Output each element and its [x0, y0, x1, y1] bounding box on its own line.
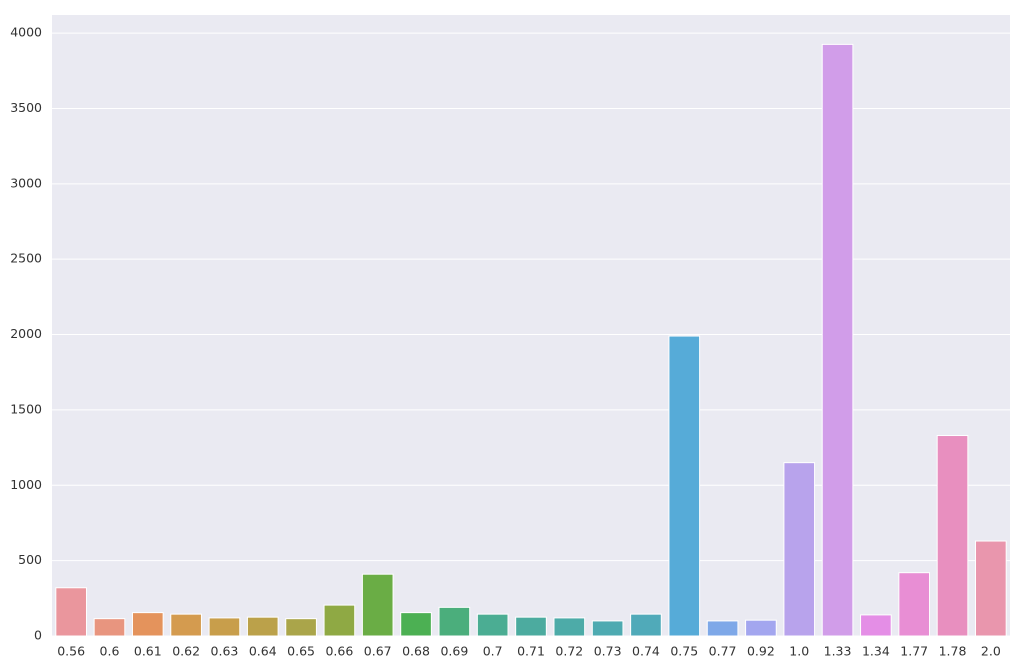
bar — [553, 617, 586, 637]
x-tick-label: 0.6 — [100, 644, 120, 659]
bar — [898, 572, 931, 637]
x-tick-label: 0.64 — [249, 644, 277, 659]
x-tick-label: 1.78 — [939, 644, 967, 659]
bar — [745, 619, 777, 637]
bar — [438, 606, 471, 637]
bar — [55, 587, 87, 637]
bar — [668, 335, 701, 637]
y-tick-label: 2000 — [10, 326, 42, 341]
x-tick-label: 0.66 — [325, 644, 353, 659]
y-tick-label: 3000 — [10, 175, 42, 190]
bar — [783, 462, 816, 637]
y-tick-label: 3500 — [10, 100, 42, 115]
x-tick-label: 0.65 — [287, 644, 315, 659]
x-tick-label: 0.61 — [134, 644, 162, 659]
x-tick-label: 0.56 — [57, 644, 85, 659]
y-tick-label: 1500 — [10, 401, 42, 416]
x-tick-label: 1.33 — [824, 644, 852, 659]
x-tick-label: 2.0 — [981, 644, 1001, 659]
x-tick-label: 0.75 — [670, 644, 698, 659]
bar — [706, 620, 739, 637]
x-tick-label: 0.74 — [632, 644, 660, 659]
y-tick-label: 0 — [34, 628, 42, 643]
bar — [400, 612, 432, 637]
x-tick-label: 0.72 — [555, 644, 583, 659]
x-tick-label: 0.68 — [402, 644, 430, 659]
x-tick-label: 1.77 — [900, 644, 928, 659]
y-tick-label: 500 — [18, 552, 42, 567]
x-tick-label: 1.0 — [789, 644, 809, 659]
x-tick-label: 0.71 — [517, 644, 545, 659]
bar — [361, 573, 394, 637]
bar — [246, 616, 279, 637]
bar — [208, 617, 241, 637]
bar — [860, 614, 892, 637]
x-tick-label: 0.63 — [211, 644, 239, 659]
y-tick-label: 1000 — [10, 477, 42, 492]
x-tick-label: 1.34 — [862, 644, 890, 659]
y-tick-label: 4000 — [10, 25, 42, 40]
bar — [170, 613, 202, 637]
bar — [936, 435, 969, 637]
bar — [630, 613, 662, 637]
bar — [323, 604, 356, 637]
x-tick-label: 0.7 — [483, 644, 503, 659]
x-tick-label: 0.67 — [364, 644, 392, 659]
bar — [821, 43, 854, 637]
bar — [285, 618, 317, 637]
x-tick-label: 0.77 — [709, 644, 737, 659]
bar — [515, 616, 547, 637]
bar — [476, 613, 509, 637]
bar — [131, 612, 164, 637]
y-tick-label: 2500 — [10, 251, 42, 266]
bar — [591, 620, 624, 637]
bar — [93, 618, 126, 637]
x-tick-label: 0.62 — [172, 644, 200, 659]
x-tick-label: 0.92 — [747, 644, 775, 659]
x-tick-label: 0.73 — [594, 644, 622, 659]
x-tick-label: 0.69 — [440, 644, 468, 659]
bar — [975, 540, 1007, 637]
